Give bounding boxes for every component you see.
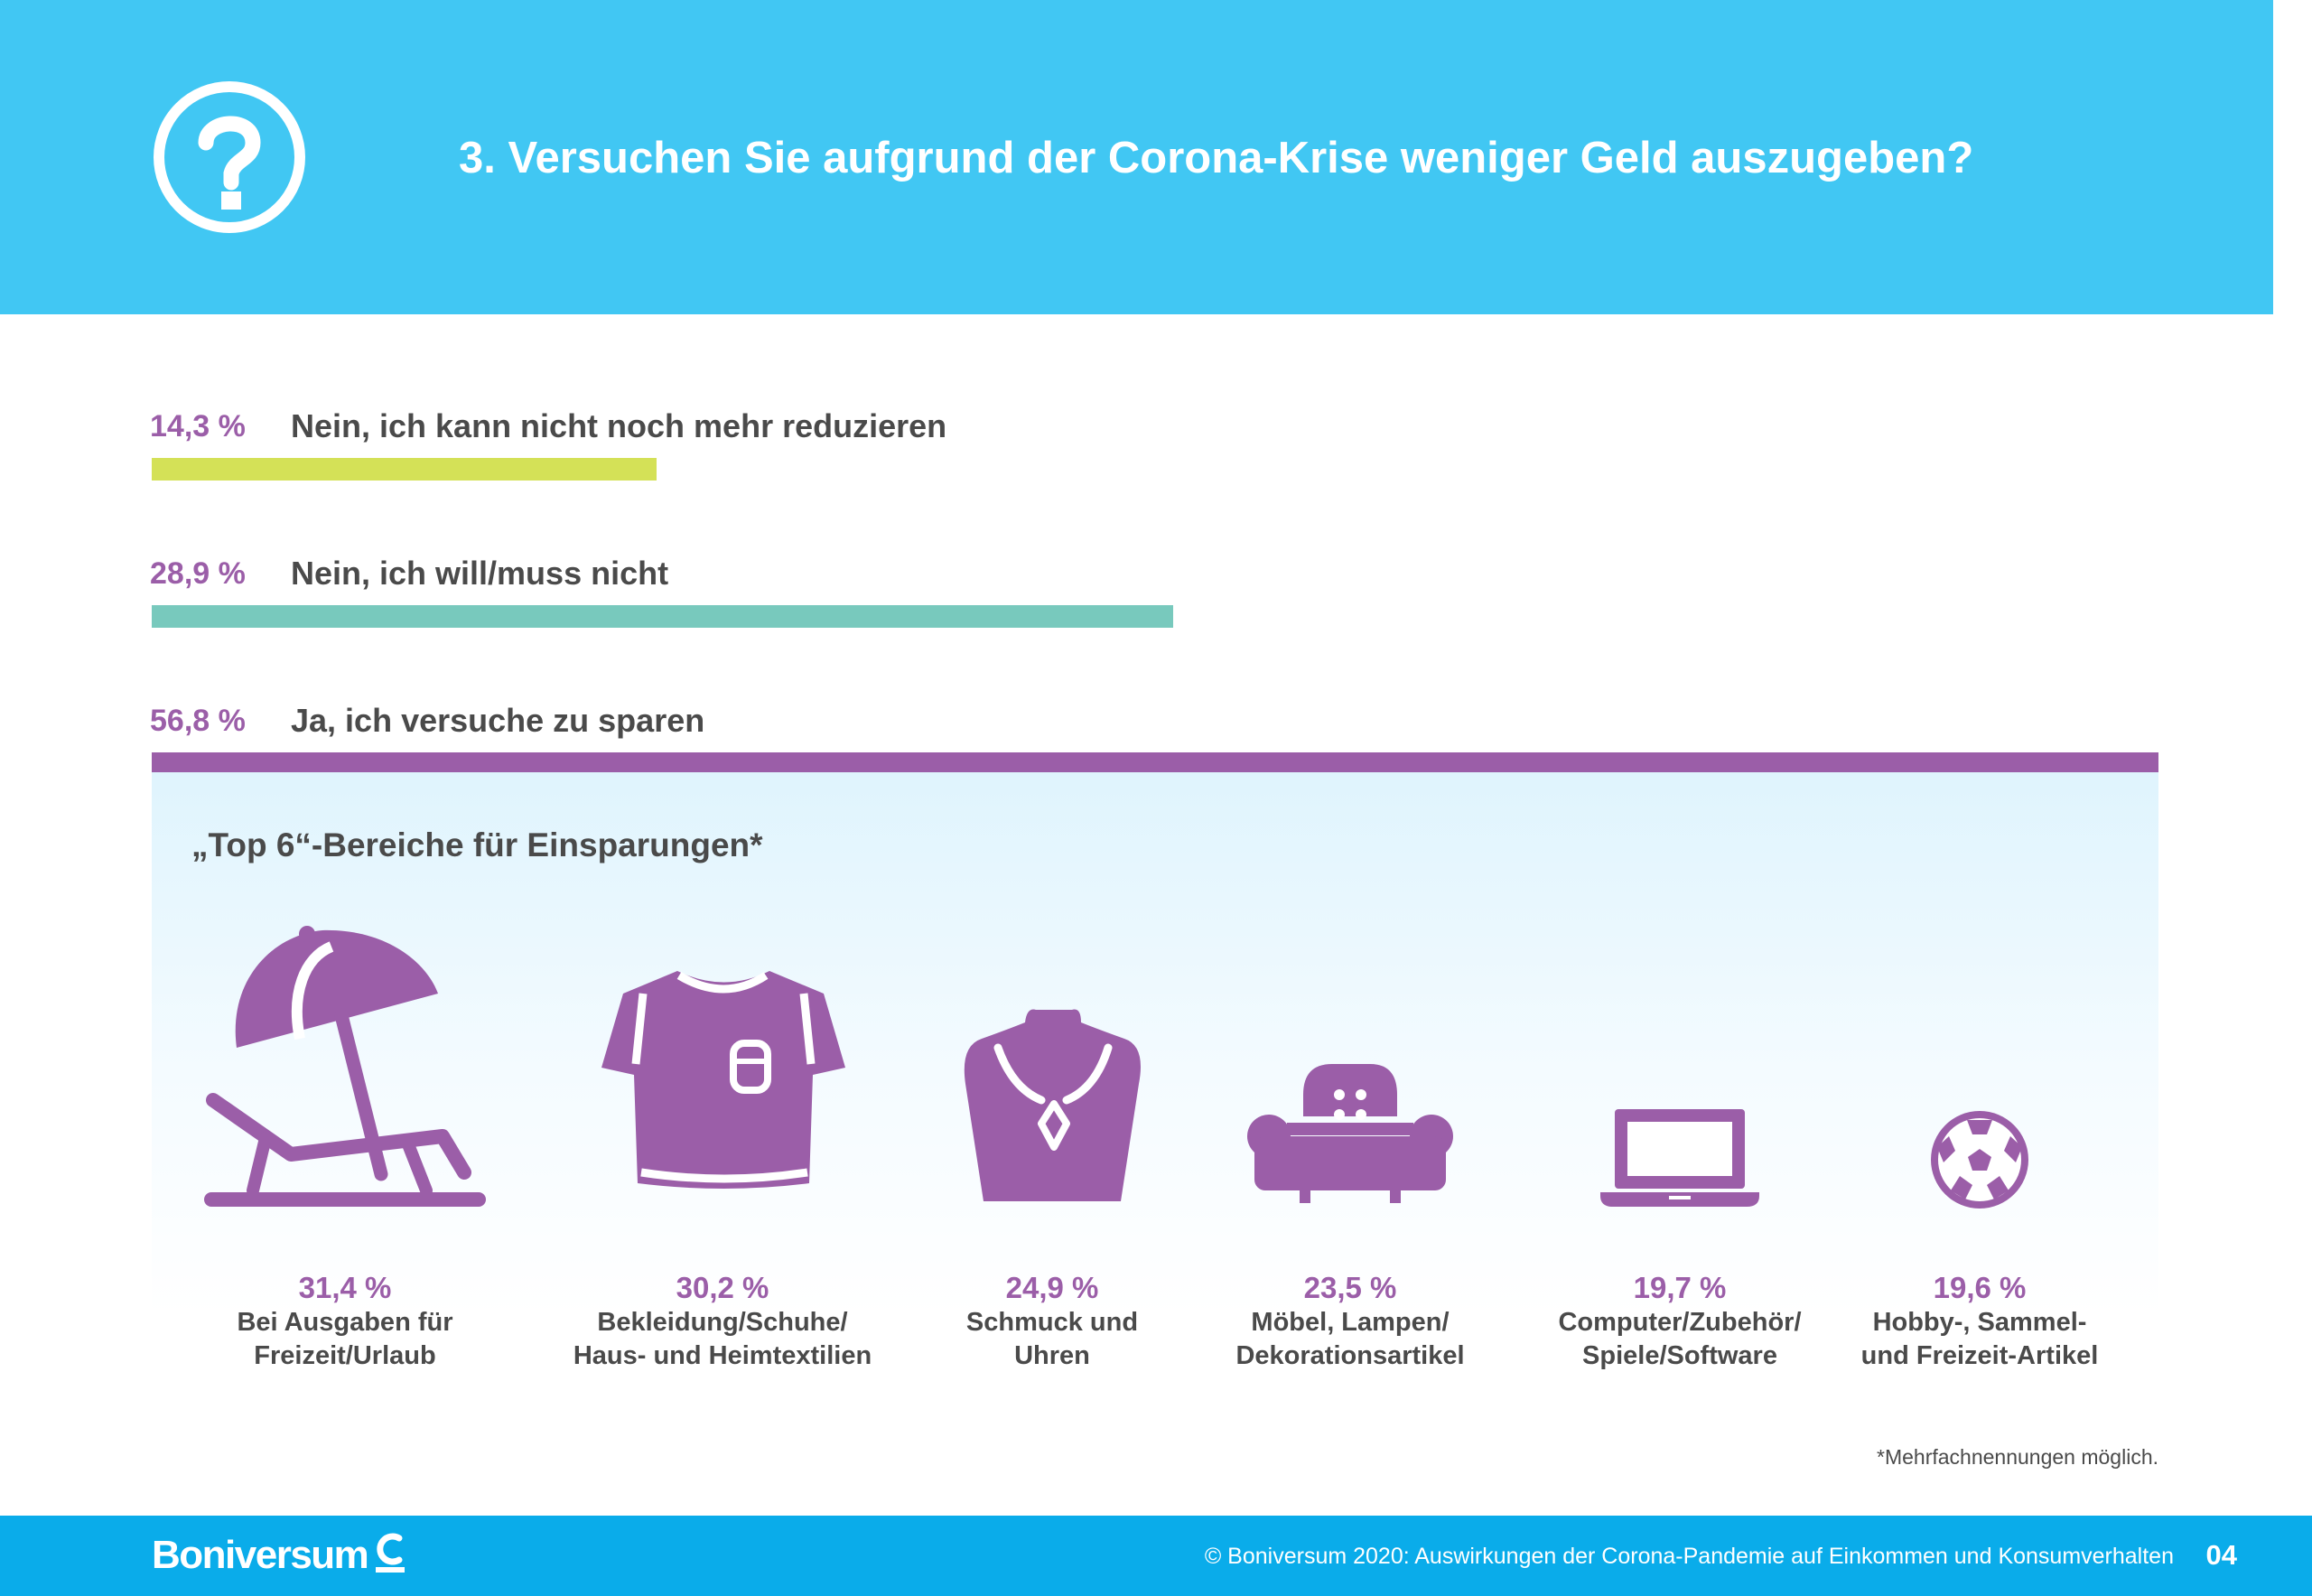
- category-label: Computer/Zubehör/ Spiele/Software: [1558, 1308, 1802, 1370]
- value-label: 30,2 %: [676, 1271, 769, 1304]
- answer-bar: [152, 752, 2158, 775]
- answer-label: Ja, ich versuche zu sparen: [291, 702, 705, 739]
- category-moebel: 23,5 % Möbel, Lampen/ Dekorationsartikel: [1161, 903, 1540, 1391]
- t-shirt-icon: [601, 971, 845, 1189]
- value-label: 31,4 %: [298, 1271, 392, 1304]
- header-banner: [0, 0, 2273, 314]
- category-label: Bekleidung/Schuhe/ Haus- und Heimtextili…: [573, 1308, 872, 1370]
- category-bekleidung: 30,2 % Bekleidung/Schuhe/ Haus- und Heim…: [533, 903, 912, 1391]
- category-schmuck: 24,9 % Schmuck und Uhren: [862, 903, 1242, 1391]
- answer-row: 56,8 % Ja, ich versuche zu sparen: [0, 698, 2312, 789]
- category-freizeit: 31,4 % Bei Ausgaben für Freizeit/Urlaub: [155, 903, 535, 1391]
- brand-mark-icon: [376, 1533, 405, 1573]
- answer-row: 28,9 % Nein, ich will/muss nicht: [0, 551, 2312, 641]
- answer-value: 14,3 %: [150, 409, 246, 443]
- page-number: 04: [2205, 1539, 2237, 1571]
- armchair-icon: [1247, 1064, 1453, 1203]
- answer-bar: [152, 605, 1173, 628]
- laptop-icon: [1600, 1109, 1759, 1207]
- value-label: 23,5 %: [1303, 1271, 1397, 1304]
- page-title: 3. Versuchen Sie aufgrund der Corona-Kri…: [459, 134, 1974, 182]
- answer-value: 56,8 %: [150, 704, 246, 738]
- brand-logo: Boniversum: [152, 1533, 369, 1577]
- top6-title: „Top 6“-Bereiche für Einsparungen*: [191, 826, 763, 863]
- value-label: 19,7 %: [1633, 1271, 1727, 1304]
- necklace-bust-icon: [964, 1009, 1141, 1201]
- beach-umbrella-lounger-icon: [204, 926, 486, 1207]
- category-label: Schmuck und Uhren: [965, 1308, 1139, 1370]
- question-circle-icon: [154, 81, 305, 233]
- category-hobby: 19,6 % Hobby-, Sammel- und Freizeit-Arti…: [1790, 903, 2169, 1391]
- value-label: 19,6 %: [1933, 1271, 2027, 1304]
- soccer-ball-icon: [1931, 1111, 2028, 1209]
- category-label: Bei Ausgaben für Freizeit/Urlaub: [237, 1308, 453, 1370]
- category-label: Hobby-, Sammel- und Freizeit-Artikel: [1860, 1308, 2099, 1370]
- answer-row: 14,3 % Nein, ich kann nicht noch mehr red…: [0, 404, 2312, 494]
- top6-panel: [152, 772, 2158, 1314]
- footnote: *Mehrfachnennungen möglich.: [1877, 1445, 2158, 1469]
- copyright-text: © Boniversum 2020: Auswirkungen der Coro…: [1204, 1544, 2174, 1569]
- value-label: 24,9 %: [1005, 1271, 1099, 1304]
- category-label: Möbel, Lampen/ Dekorationsartikel: [1235, 1308, 1465, 1370]
- category-computer: 19,7 % Computer/Zubehör/ Spiele/Software: [1490, 903, 1869, 1391]
- answer-label: Nein, ich kann nicht noch mehr reduziere…: [291, 407, 947, 444]
- answer-label: Nein, ich will/muss nicht: [291, 555, 669, 592]
- answer-value: 28,9 %: [150, 556, 246, 591]
- answer-bar: [152, 458, 657, 481]
